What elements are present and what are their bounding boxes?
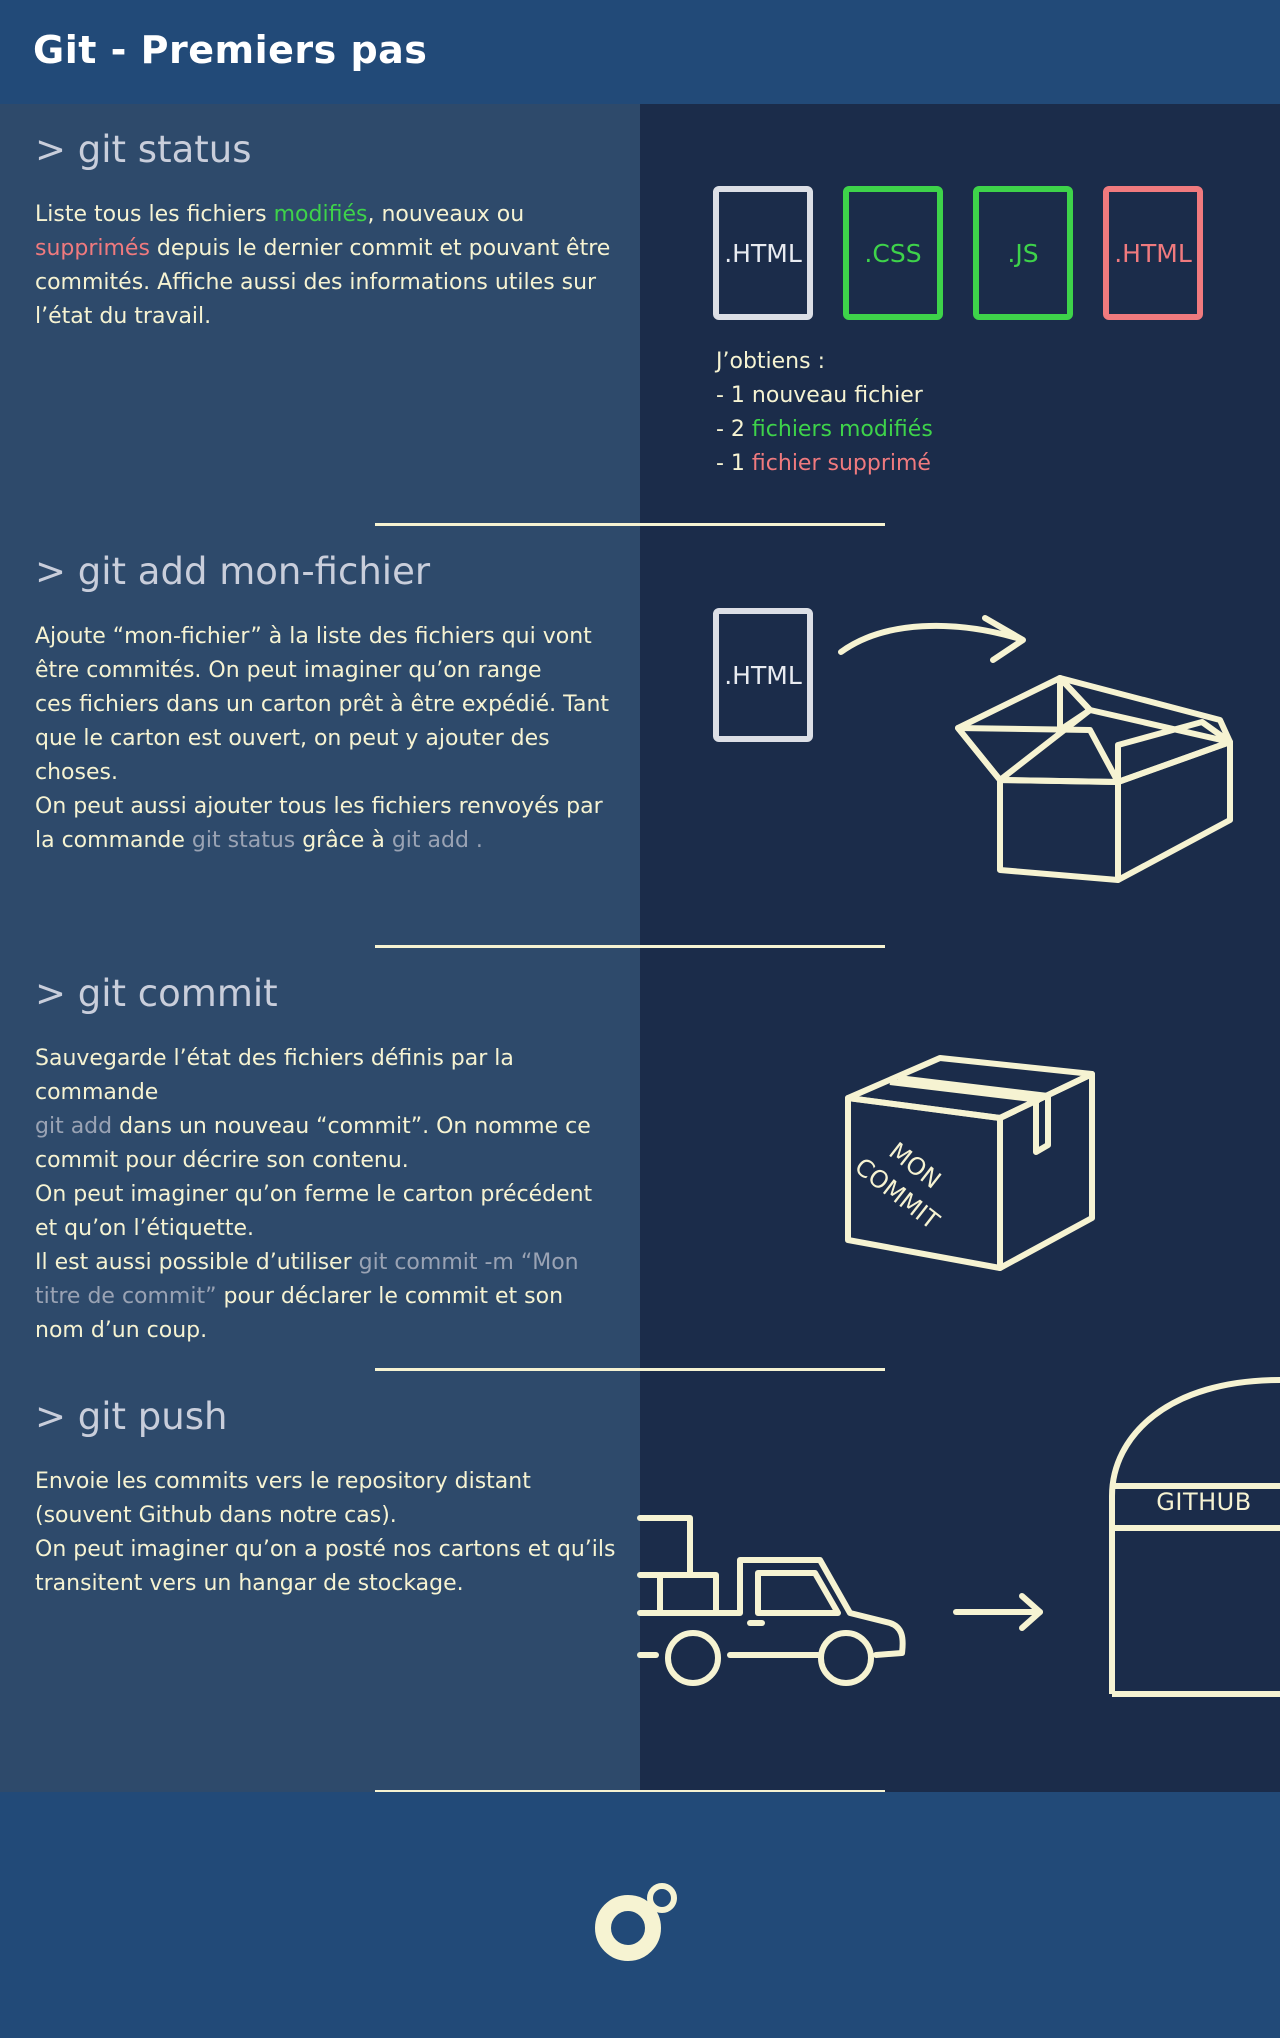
result-modified-files: - 2 fichiers modifiés xyxy=(716,417,933,442)
description-text: grâce à xyxy=(295,828,392,853)
description-text: On peut aussi ajouter tous les fichiers … xyxy=(35,794,603,819)
highlight-deleted: supprimés xyxy=(35,236,150,261)
right-column xyxy=(640,104,1280,1792)
arrow-curved-icon xyxy=(835,610,1035,670)
description-text: commit pour décrire son contenu. xyxy=(35,1148,409,1173)
footer-bar xyxy=(0,1792,1280,2038)
description-git-status: Liste tous les fichiers modifiés, nouvea… xyxy=(35,198,635,334)
left-column xyxy=(0,104,640,1792)
section-divider xyxy=(375,523,885,526)
description-text: (souvent Github dans notre cas). xyxy=(35,1503,397,1528)
result-intro: J’obtiens : xyxy=(716,349,825,374)
header-bar: Git - Premiers pas xyxy=(0,0,1280,104)
description-text: ces fichiers dans un carton prêt à être … xyxy=(35,692,610,717)
inline-code: git commit -m “Mon xyxy=(358,1250,579,1275)
section-divider xyxy=(375,945,885,948)
description-text: que le carton est ouvert, on peut y ajou… xyxy=(35,726,550,785)
description-text: Liste tous les fichiers xyxy=(35,202,274,227)
description-text: être commités. On peut imaginer qu’on ra… xyxy=(35,658,542,683)
github-hangar-icon xyxy=(1108,1376,1280,1698)
file-icon-html: .HTML xyxy=(713,608,813,742)
description-text: la commande xyxy=(35,828,192,853)
result-deleted-file: - 1 fichier supprimé xyxy=(716,451,931,476)
command-git-commit: > git commit xyxy=(35,972,278,1015)
command-git-add: > git add mon-fichier xyxy=(35,550,431,593)
command-git-push: > git push xyxy=(35,1395,228,1438)
highlight-modified: modifiés xyxy=(273,202,368,227)
description-text: nom d’un coup. xyxy=(35,1318,208,1343)
description-text: Envoie les commits vers le repository di… xyxy=(35,1469,531,1494)
description-text: et qu’on l’étiquette. xyxy=(35,1216,255,1241)
description-text: , nouveaux ou xyxy=(367,202,525,227)
section-divider xyxy=(375,1368,885,1371)
description-text: commités. Affiche aussi des informations… xyxy=(35,270,597,295)
file-icon-html-deleted: .HTML xyxy=(1103,186,1203,320)
delivery-truck-icon xyxy=(637,1515,910,1695)
description-text: transitent vers un hangar de stockage. xyxy=(35,1571,464,1596)
description-text: Ajoute “mon-fichier” à la liste des fich… xyxy=(35,624,592,649)
command-git-status: > git status xyxy=(35,128,252,171)
description-text: On peut imaginer qu’on a posté nos carto… xyxy=(35,1537,616,1562)
description-text: Il est aussi possible d’utiliser xyxy=(35,1250,359,1275)
description-text: l’état du travail. xyxy=(35,304,212,329)
description-git-add: Ajoute “mon-fichier” à la liste des fich… xyxy=(35,620,635,858)
page-title: Git - Premiers pas xyxy=(33,28,428,72)
github-label: GITHUB xyxy=(1156,1488,1252,1516)
description-git-commit: Sauvegarde l’état des fichiers définis p… xyxy=(35,1042,635,1348)
inline-code: git status xyxy=(191,828,296,853)
brand-logo-icon xyxy=(595,1880,680,1964)
section-divider xyxy=(375,1790,885,1793)
open-box-icon xyxy=(940,670,1240,900)
description-git-push: Envoie les commits vers le repository di… xyxy=(35,1465,635,1601)
file-icon-html-new: .HTML xyxy=(713,186,813,320)
status-result: J’obtiens : - 1 nouveau fichier - 2 fich… xyxy=(716,345,1116,481)
description-text: pour déclarer le commit et son xyxy=(216,1284,564,1309)
result-new-file: - 1 nouveau fichier xyxy=(716,383,923,408)
inline-code: git add . xyxy=(391,828,483,853)
inline-code: git add xyxy=(35,1114,113,1139)
description-text: dans un nouveau “commit”. On nomme ce xyxy=(112,1114,591,1139)
description-text: depuis le dernier commit et pouvant être xyxy=(149,236,611,261)
closed-box-icon: MON COMMIT xyxy=(840,1050,1100,1271)
description-text: Sauvegarde l’état des fichiers définis p… xyxy=(35,1046,514,1105)
inline-code: titre de commit” xyxy=(35,1284,217,1309)
file-icon-css-modified: .CSS xyxy=(843,186,943,320)
description-text: On peut imaginer qu’on ferme le carton p… xyxy=(35,1182,593,1207)
file-icon-js-modified: .JS xyxy=(973,186,1073,320)
arrow-right-icon xyxy=(952,1592,1047,1632)
